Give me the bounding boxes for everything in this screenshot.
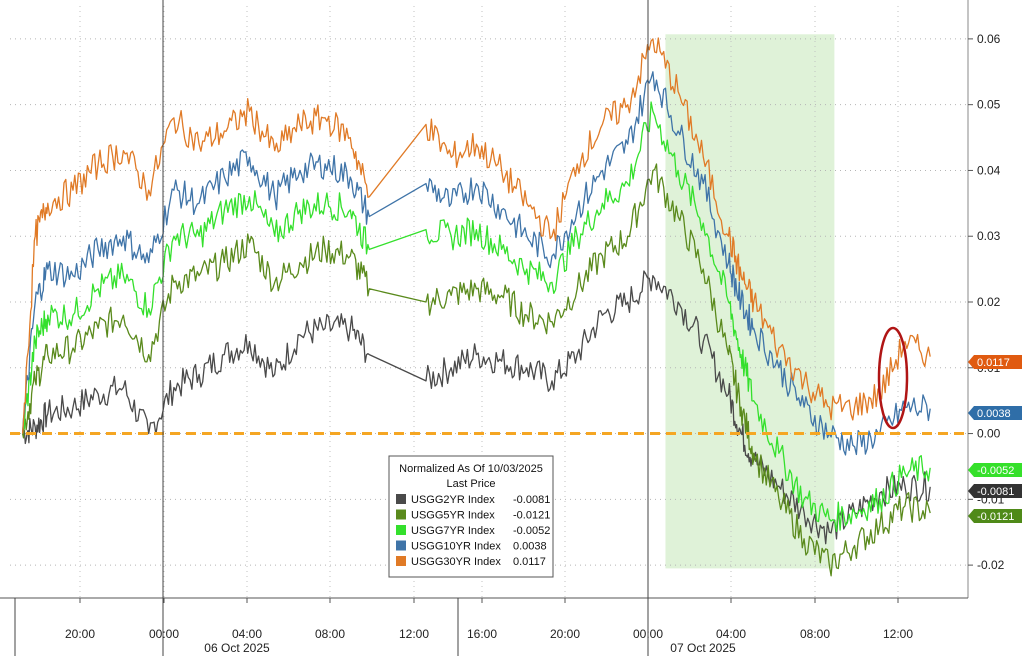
y-tick-label: -0.02 [977,558,1005,572]
x-axis: 20:00 00:00 04:00 08:00 12:00 16:00 20:00 00:00… [0,0,968,656]
legend-entry: USGG30YR Index 0.0117 [396,556,546,568]
legend-swatch [396,525,406,535]
series-line-usgg5yr [21,163,931,577]
last-value-badge: -0.0081 [968,484,1022,498]
y-tick-label: 0.00 [977,427,1001,441]
last-value-badge: 0.0038 [968,406,1022,420]
last-value-badge: 0.0117 [968,355,1022,369]
legend-entry: USGG2YR Index -0.0081 [396,494,550,506]
x-tick-label: 12:00 [883,627,913,641]
legend-entry: USGG10YR Index 0.0038 [396,540,547,553]
legend-entry-name: USGG30YR Index [411,556,501,568]
y-tick-label: 0.04 [977,163,1001,177]
legend-entry: USGG7YR Index -0.0052 [396,525,550,537]
legend-entry-value: -0.0081 [513,494,550,506]
legend-entry-name: USGG2YR Index [411,494,495,506]
highlight-band [665,34,835,569]
legend-subtitle: Last Price [447,478,496,490]
x-tick-label: 08:00 [800,627,830,641]
legend: Normalized As Of 10/03/2025 Last Price U… [388,455,554,578]
x-tick-label: 16:00 [467,627,497,641]
legend-entry-value: -0.0121 [513,510,550,522]
legend-entry-value: -0.0052 [513,525,550,537]
legend-title: Normalized As Of 10/03/2025 [399,463,543,475]
series-line-usgg10yr [21,71,931,456]
legend-entry-value: 0.0117 [513,556,546,568]
last-value-badges: 0.0117 0.0038 -0.0052 -0.0081 -0.0121 [968,355,1022,523]
last-value-badge-label: 0.0117 [977,357,1010,369]
highlight-circle [877,326,909,430]
x-tick-label: 04:00 [716,627,746,641]
series-line-usgg7yr [21,101,931,533]
series-layer [21,37,931,577]
legend-entry-value: 0.0038 [513,541,547,553]
x-tick-label: 20:00 [550,627,580,641]
x-tick-label: 00:00 [149,627,179,641]
legend-swatch [396,494,406,504]
y-tick-label: 0.05 [977,98,1001,112]
last-value-badge-label: -0.0052 [977,465,1014,477]
y-tick-label: 0.06 [977,32,1001,46]
series-line-usgg2yr [22,270,931,545]
date-label-06-oct: 06 Oct 2025 [204,641,270,655]
last-value-badge-label: 0.0038 [977,408,1011,420]
x-tick-label: 20:00 [65,627,95,641]
y-tick-label: 0.02 [977,295,1001,309]
legend-swatch [396,540,406,551]
last-value-badge-label: -0.0121 [977,511,1014,523]
x-tick-label: 08:00 [315,627,345,641]
x-tick-label: 12:00 [399,627,429,641]
legend-box [388,455,554,578]
series-line-usgg30yr [21,37,931,434]
last-value-badge: -0.0052 [968,463,1022,477]
y-tick-label: 0.03 [977,229,1001,243]
legend-swatch [396,556,406,566]
x-tick-label: 04:00 [232,627,262,641]
legend-entry-name: USGG7YR Index [411,525,495,537]
date-label-07-oct: 07 Oct 2025 [670,641,736,655]
last-value-badge-label: -0.0081 [977,486,1014,498]
legend-entry-name: USGG5YR Index [411,510,495,522]
legend-swatch [396,509,406,520]
last-value-badge: -0.0121 [968,509,1022,523]
legend-entry-name: USGG10YR Index [411,541,501,553]
legend-entry: USGG5YR Index -0.0121 [396,509,550,522]
